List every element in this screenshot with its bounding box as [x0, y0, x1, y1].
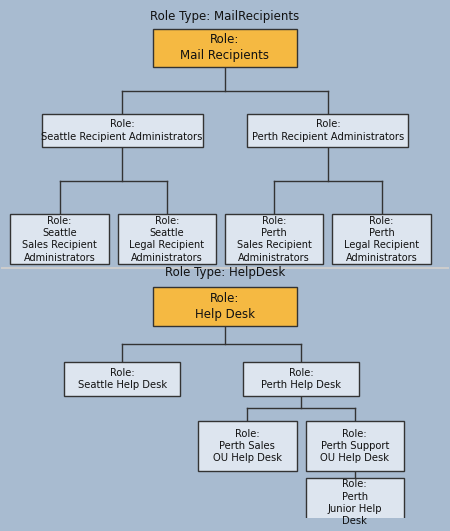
- FancyBboxPatch shape: [306, 421, 404, 471]
- Text: Role:
Seattle
Sales Recipient
Administrators: Role: Seattle Sales Recipient Administra…: [22, 216, 97, 263]
- Text: Role Type: HelpDesk: Role Type: HelpDesk: [165, 266, 285, 279]
- FancyBboxPatch shape: [248, 114, 408, 148]
- Text: Role:
Perth Support
OU Help Desk: Role: Perth Support OU Help Desk: [320, 429, 389, 464]
- Text: Role:
Perth Recipient Administrators: Role: Perth Recipient Administrators: [252, 119, 404, 142]
- FancyBboxPatch shape: [333, 214, 431, 264]
- Text: Role:
Perth Help Desk: Role: Perth Help Desk: [261, 367, 341, 390]
- FancyBboxPatch shape: [225, 214, 324, 264]
- FancyBboxPatch shape: [64, 362, 180, 396]
- Text: Role:
Perth Sales
OU Help Desk: Role: Perth Sales OU Help Desk: [213, 429, 282, 464]
- FancyBboxPatch shape: [153, 29, 297, 67]
- FancyBboxPatch shape: [243, 362, 359, 396]
- FancyBboxPatch shape: [306, 478, 404, 528]
- Text: Role:
Seattle Recipient Administrators: Role: Seattle Recipient Administrators: [41, 119, 203, 142]
- Text: Role:
Perth
Legal Recipient
Administrators: Role: Perth Legal Recipient Administrato…: [344, 216, 419, 263]
- FancyBboxPatch shape: [10, 214, 109, 264]
- FancyBboxPatch shape: [198, 421, 297, 471]
- Text: Role:
Mail Recipients: Role: Mail Recipients: [180, 33, 270, 63]
- FancyBboxPatch shape: [153, 287, 297, 326]
- Text: Role:
Perth
Junior Help
Desk: Role: Perth Junior Help Desk: [328, 479, 382, 526]
- FancyBboxPatch shape: [42, 114, 202, 148]
- FancyBboxPatch shape: [117, 214, 216, 264]
- Text: Role Type: MailRecipients: Role Type: MailRecipients: [150, 11, 300, 23]
- Text: Role:
Help Desk: Role: Help Desk: [195, 292, 255, 321]
- Text: Role:
Seattle Help Desk: Role: Seattle Help Desk: [77, 367, 166, 390]
- Text: Role:
Seattle
Legal Recipient
Administrators: Role: Seattle Legal Recipient Administra…: [129, 216, 204, 263]
- Text: Role:
Perth
Sales Recipient
Administrators: Role: Perth Sales Recipient Administrato…: [237, 216, 312, 263]
